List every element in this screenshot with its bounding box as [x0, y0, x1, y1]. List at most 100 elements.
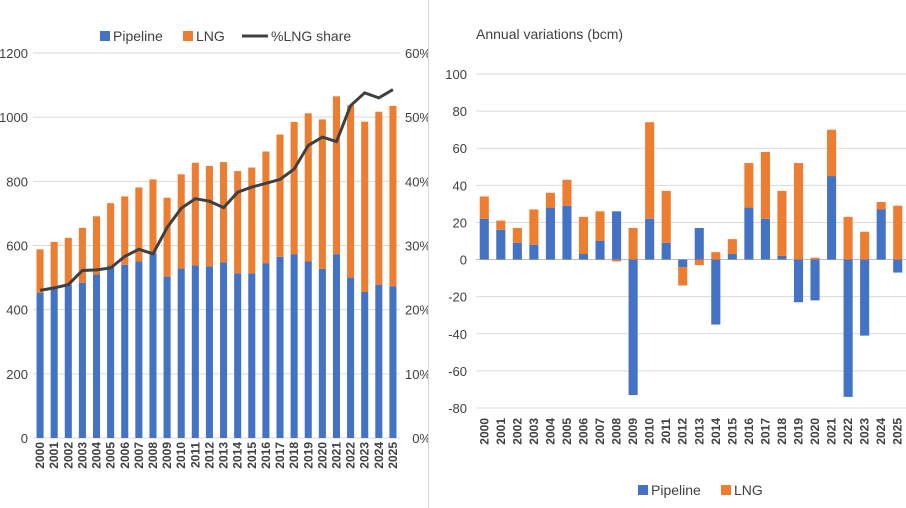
bar-lng: [827, 129, 837, 177]
bar-lng: [512, 228, 522, 243]
y-tick-label: 20: [453, 215, 467, 230]
bar-pipeline: [78, 282, 86, 438]
bar-lng: [332, 96, 341, 255]
x-tick-label: 2006: [577, 418, 591, 445]
x-tick-label: 2015: [725, 418, 739, 445]
bar-pipeline: [248, 273, 256, 438]
bar-lng: [375, 111, 383, 285]
bar-lng: [220, 162, 228, 263]
bar-pipeline: [36, 292, 44, 438]
x-tick-label: 2003: [75, 442, 89, 469]
bar-lng: [205, 165, 213, 267]
bar-lng: [234, 171, 242, 274]
bar-pipeline: [347, 277, 355, 438]
bar-pipeline: [332, 254, 341, 438]
x-tick-label: 2013: [692, 418, 706, 445]
y2-tick-label: 30%: [405, 239, 428, 254]
x-tick-label: 2014: [709, 418, 723, 445]
bar-lng: [529, 209, 539, 245]
bar-lng: [694, 259, 704, 266]
x-tick-label: 2022: [344, 442, 358, 469]
x-tick-label: 2012: [202, 442, 216, 469]
bar-lng: [628, 228, 638, 260]
x-tick-label: 2019: [792, 418, 806, 445]
bar-pipeline: [149, 253, 157, 438]
bar-lng: [876, 202, 886, 210]
bar-pipeline: [860, 259, 870, 336]
bar-pipeline: [512, 242, 522, 260]
x-tick-label: 2002: [61, 442, 75, 469]
x-tick-label: 2015: [245, 442, 259, 469]
bar-lng: [191, 162, 199, 266]
x-tick-label: 2005: [560, 418, 574, 445]
left-axis-ticks: 0 200 400 600 800 1000 1200: [0, 46, 28, 446]
bar-pipeline: [64, 284, 72, 438]
y-tick-label: -60: [448, 364, 467, 379]
bar-pipeline: [121, 264, 129, 438]
bar-pipeline: [612, 211, 622, 260]
bar-pipeline: [262, 263, 270, 438]
bar-lng: [612, 259, 622, 262]
bar-lng: [135, 187, 143, 262]
bar-lng: [645, 122, 655, 219]
bar-pipeline: [92, 274, 101, 438]
y2-tick-label: 0%: [412, 431, 428, 446]
bar-pipeline: [661, 242, 671, 260]
bar-pipeline: [760, 218, 770, 260]
bar-lng: [860, 231, 870, 260]
bar-lng: [163, 197, 171, 277]
legend-swatch-pipeline: [100, 31, 110, 41]
right-y-axis-ticks: -80 -60 -40 -20 0 20 40 60 80 100: [445, 67, 467, 416]
y-tick-label: -80: [448, 401, 467, 416]
x-tick-label: 2023: [358, 442, 372, 469]
bar-pipeline: [578, 253, 589, 260]
legend-label-lng: LNG: [734, 482, 763, 498]
left-x-axis-ticks: 2000 2001 2002 2003 2004 2005 2006 2007 2008 2009…: [33, 442, 400, 469]
bar-pipeline: [107, 265, 115, 438]
gas-supply-chart: 0 200 400 600 800 1000 1200 0% 10% 20% 30% 40% 50% 6…: [0, 28, 428, 469]
bar-pipeline: [628, 259, 638, 396]
x-tick-label: 2014: [231, 442, 245, 469]
bar-pipeline: [793, 259, 804, 303]
left-legend: Pipeline LNG %LNG share: [100, 28, 351, 44]
x-tick-label: 2020: [808, 418, 822, 445]
bar-pipeline: [177, 268, 185, 438]
x-tick-label: 2011: [659, 418, 673, 444]
bar-pipeline: [694, 228, 704, 260]
right-x-axis-ticks: 2000 2001 2002 2003 2004 2005 2006 2007 2008 2009…: [477, 418, 904, 445]
x-tick-label: 2009: [626, 418, 640, 445]
x-tick-label: 2025: [386, 442, 400, 469]
bar-pipeline: [290, 254, 298, 438]
x-tick-label: 2011: [188, 442, 202, 468]
bar-lng: [727, 239, 737, 254]
bar-pipeline: [276, 256, 284, 438]
bar-pipeline: [810, 259, 820, 301]
legend-label-pipeline: Pipeline: [651, 482, 701, 498]
bar-pipeline: [893, 259, 903, 273]
y-tick-label: 80: [453, 104, 467, 119]
x-tick-label: 2022: [841, 418, 855, 445]
y-tick-label: 1000: [0, 110, 28, 125]
bar-lng: [479, 196, 489, 219]
bar-lng: [793, 163, 804, 260]
y-tick-label: 400: [6, 303, 28, 318]
bar-pipeline: [843, 259, 853, 397]
y-tick-label: -40: [448, 327, 467, 342]
y2-tick-label: 60%: [405, 46, 428, 61]
bar-pipeline: [220, 262, 228, 438]
bar-pipeline: [595, 241, 605, 260]
bar-pipeline: [744, 207, 754, 260]
bar-pipeline: [163, 276, 171, 438]
bar-lng: [678, 266, 688, 286]
y2-tick-label: 40%: [405, 174, 428, 189]
bar-lng: [149, 179, 157, 254]
x-tick-label: 2024: [372, 442, 386, 469]
bar-pipeline: [205, 266, 213, 438]
x-tick-label: 2003: [527, 418, 541, 445]
right-bars: [479, 122, 903, 397]
left-gridlines: [33, 52, 400, 439]
bar-pipeline: [479, 218, 489, 260]
x-tick-label: 2021: [825, 418, 839, 445]
bar-lng: [177, 174, 185, 269]
annual-variations-chart: Annual variations (bcm) -80 -60 -40 -20 0 20 4…: [445, 26, 906, 498]
